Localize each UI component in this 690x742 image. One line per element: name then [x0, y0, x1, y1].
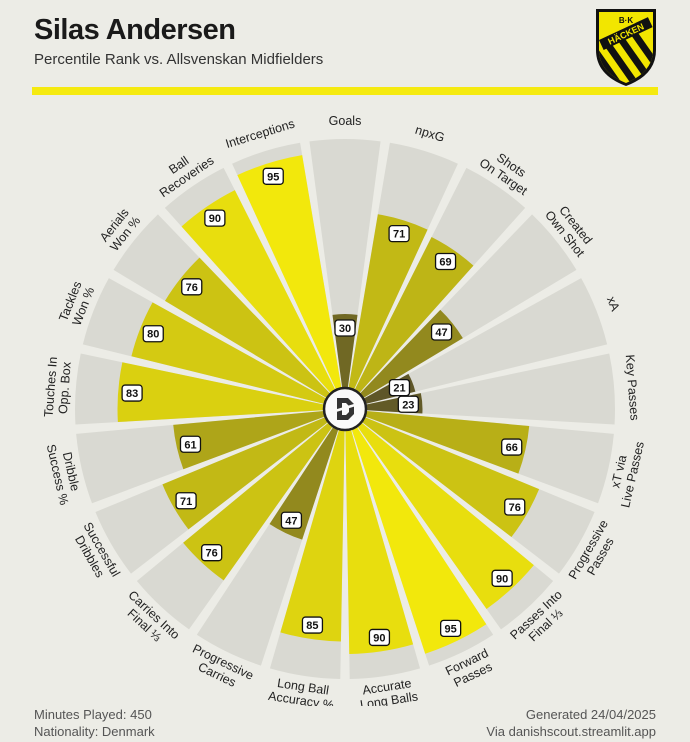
footer-left: Minutes Played: 450 Nationality: Denmark	[34, 706, 155, 740]
bar-successful-dribbles	[162, 416, 330, 530]
crest-top-text: B·K	[619, 16, 633, 25]
bar-carries-into-final-	[183, 421, 334, 581]
value-label: 90	[491, 569, 513, 587]
generated-date: Generated 24/04/2025	[525, 707, 656, 722]
svg-text:21: 21	[393, 383, 405, 395]
value-label: 76	[504, 498, 526, 516]
category-label: Key Passes	[623, 354, 642, 421]
source-credit: Via danishscout.streamlit.app	[486, 724, 656, 739]
bar-accurate-long-balls	[345, 428, 414, 654]
footer-right: Generated 24/04/2025 Via danishscout.str…	[486, 706, 656, 740]
value-label: 76	[201, 544, 223, 562]
value-label: 30	[334, 319, 356, 337]
svg-text:47: 47	[435, 327, 447, 339]
value-label: 95	[262, 167, 284, 185]
svg-text:90: 90	[373, 632, 385, 644]
svg-text:xA: xA	[604, 294, 623, 313]
svg-text:61: 61	[184, 439, 196, 451]
value-label: 90	[368, 628, 391, 647]
value-label: 69	[434, 252, 457, 271]
ds-monogram-icon	[322, 386, 368, 432]
svg-text:71: 71	[180, 496, 192, 508]
bar-long-ball-accuracy-	[280, 428, 345, 642]
value-label: 95	[440, 619, 462, 638]
value-label: 23	[397, 395, 419, 413]
value-label: 61	[179, 435, 202, 453]
svg-text:Touches In: Touches In	[42, 356, 60, 417]
svg-text:66: 66	[506, 442, 518, 454]
svg-text:Key Passes: Key Passes	[623, 354, 642, 421]
page-subtitle: Percentile Rank vs. Allsvenskan Midfield…	[34, 51, 324, 68]
slice-background	[309, 139, 381, 390]
value-labels: 30 71 69 47 21 23 66 76 90 95 90 85 47 76 71 61 83 80 76 90…	[121, 167, 526, 647]
value-label: 21	[388, 378, 411, 397]
category-label: npxG	[414, 123, 447, 145]
value-label: 80	[142, 325, 164, 343]
value-label: 47	[280, 511, 303, 529]
bar-npxg	[348, 214, 428, 391]
nationality: Nationality: Denmark	[34, 724, 155, 739]
value-label: 83	[121, 384, 143, 402]
category-label: xA	[604, 294, 623, 313]
bar-aerials-won-	[164, 257, 332, 399]
svg-text:30: 30	[339, 323, 351, 335]
bar-progressive-passes	[360, 416, 540, 538]
minutes-played: Minutes Played: 450	[34, 707, 152, 722]
value-label: 90	[204, 209, 226, 227]
svg-text:npxG: npxG	[414, 123, 447, 145]
bar-touches-in-opp-box	[117, 362, 326, 423]
svg-text:80: 80	[147, 329, 159, 341]
svg-text:85: 85	[306, 620, 318, 632]
bar-interceptions	[237, 155, 342, 391]
bar-ball-recoveries	[181, 190, 337, 395]
value-label: 85	[301, 616, 324, 634]
bar-passes-into-final-	[356, 421, 534, 609]
svg-text:83: 83	[126, 388, 138, 400]
value-label: 76	[181, 278, 203, 296]
bar-forward-passes	[351, 425, 487, 654]
polar-chart: 30 71 69 47 21 23 66 76 90 95 90 85 47 76 71 61 83 80 76 90…	[42, 114, 647, 706]
svg-text:90: 90	[496, 573, 508, 585]
svg-text:Goals: Goals	[329, 114, 362, 128]
svg-text:Opp. Box: Opp. Box	[56, 361, 74, 415]
svg-text:71: 71	[393, 229, 405, 241]
svg-text:76: 76	[186, 282, 198, 294]
value-label: 47	[430, 323, 453, 341]
bar-tackles-won-	[131, 302, 328, 405]
accent-divider	[32, 87, 658, 95]
svg-text:95: 95	[267, 171, 279, 183]
slice-background	[362, 278, 608, 405]
bar-xt-via-live-passes	[363, 410, 530, 474]
svg-text:47: 47	[285, 515, 297, 527]
bar-shots-on-target	[353, 237, 474, 395]
svg-text:76: 76	[206, 548, 218, 560]
value-label: 71	[388, 225, 410, 243]
club-crest-icon: B·K HÄCKEN	[596, 9, 656, 86]
page-title: Silas Andersen	[34, 14, 236, 46]
bar-progressive-carries	[269, 425, 339, 540]
svg-text:95: 95	[445, 623, 457, 635]
svg-text:90: 90	[209, 213, 221, 225]
svg-text:76: 76	[509, 502, 521, 514]
slice-background	[364, 353, 616, 425]
svg-text:23: 23	[402, 399, 414, 411]
svg-text:69: 69	[439, 257, 451, 269]
value-label: 71	[175, 492, 197, 510]
bar-dribble-success-	[173, 410, 327, 470]
value-label: 66	[501, 438, 523, 456]
category-label: Goals	[329, 114, 362, 128]
